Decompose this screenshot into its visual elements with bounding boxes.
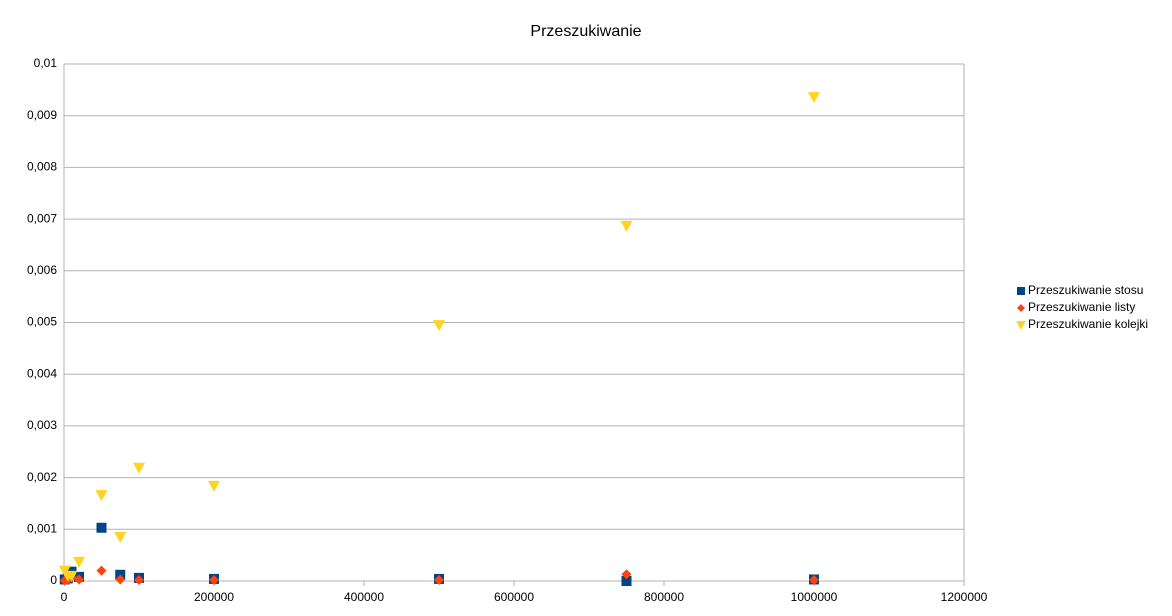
marker-diamond	[74, 574, 84, 585]
marker-diamond	[809, 574, 819, 585]
marker-square	[1017, 287, 1025, 295]
marker-square	[621, 576, 632, 586]
marker-triangle	[208, 480, 220, 492]
marker-diamond	[115, 574, 126, 585]
x-tick-label: 400000	[344, 590, 384, 604]
marker-triangle	[65, 570, 78, 582]
y-tick-label: 0,005	[27, 315, 57, 329]
y-tick-label: 0,006	[27, 263, 57, 277]
marker-diamond	[621, 569, 632, 580]
marker-triangle	[620, 220, 633, 232]
marker-diamond	[134, 574, 144, 585]
legend-label: Przeszukiwanie stosu	[1028, 283, 1143, 297]
x-tick-label: 800000	[644, 590, 684, 604]
marker-triangle	[73, 556, 85, 568]
y-tick-label: 0,002	[27, 470, 57, 484]
marker-diamond	[1017, 304, 1025, 312]
chart-title: Przeszukiwanie	[530, 23, 641, 40]
x-tick-label: 200000	[194, 590, 234, 604]
y-tick-label: 0	[50, 573, 57, 587]
y-tick-label: 0,001	[27, 521, 57, 535]
x-tick-label: 0	[61, 590, 68, 604]
y-tick-label: 0,009	[27, 108, 57, 122]
marker-triangle	[1016, 321, 1026, 330]
y-tick-label: 0,004	[27, 366, 57, 380]
marker-triangle	[133, 462, 145, 474]
marker-triangle	[433, 320, 445, 332]
marker-triangle	[114, 532, 127, 544]
y-tick-label: 0,007	[27, 211, 57, 225]
x-tick-label: 600000	[494, 590, 534, 604]
y-tick-label: 0,01	[34, 56, 58, 70]
x-tick-label: 1000000	[791, 590, 838, 604]
legend-label: Przeszukiwanie kolejki	[1028, 317, 1148, 331]
x-tick-label: 1200000	[941, 590, 988, 604]
marker-triangle	[95, 490, 108, 502]
marker-square	[96, 522, 107, 533]
marker-diamond	[96, 565, 107, 576]
y-tick-label: 0,008	[27, 160, 57, 174]
legend-label: Przeszukiwanie listy	[1028, 300, 1135, 314]
marker-triangle	[808, 92, 820, 104]
y-tick-label: 0,003	[27, 418, 57, 432]
marker-diamond	[434, 574, 444, 585]
marker-diamond	[209, 574, 219, 585]
